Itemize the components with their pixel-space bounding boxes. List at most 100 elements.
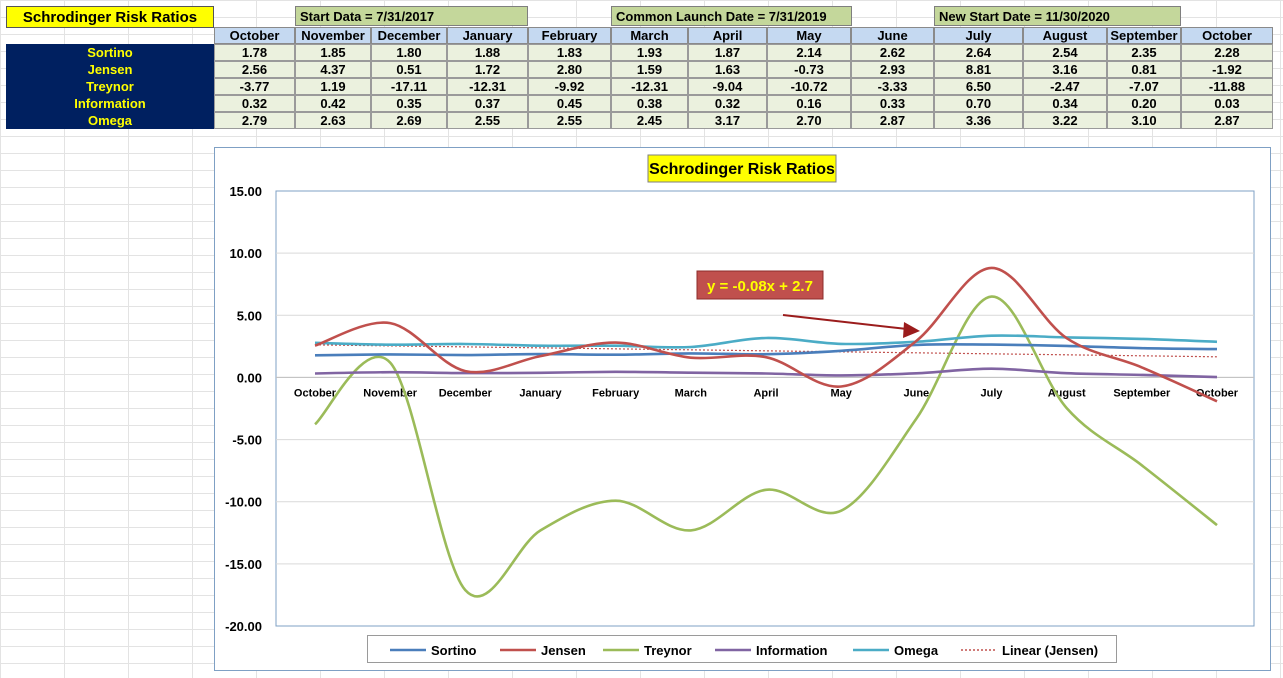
annotation-arrowhead	[903, 322, 920, 338]
month-header: August	[1023, 27, 1107, 44]
x-tick-label: September	[1113, 387, 1171, 399]
x-tick-label: May	[830, 387, 852, 399]
line-chart: 15.00 10.00 5.00 0.00 -5.00 -10.00 -15.00 -20.0…	[225, 154, 1255, 634]
table-cell: 4.37	[295, 61, 371, 78]
month-header: July	[934, 27, 1023, 44]
series-line-jensen	[314, 266, 1218, 403]
month-header: February	[528, 27, 611, 44]
table-cell: 2.79	[214, 112, 295, 129]
table-cell: 1.78	[214, 44, 295, 61]
chart-legend: Sortino Jensen Treynor Information Omega Line…	[367, 635, 1117, 663]
month-header: March	[611, 27, 688, 44]
series-line-sortino	[314, 342, 1218, 357]
y-tick-label: 0.00	[237, 370, 262, 385]
table-cell: 3.17	[688, 112, 767, 129]
table-cell: 0.35	[371, 95, 447, 112]
table-cell: 0.42	[295, 95, 371, 112]
table-cell: -10.72	[767, 78, 851, 95]
legend-label: Information	[756, 643, 828, 658]
table-cell: 1.59	[611, 61, 688, 78]
month-header: December	[371, 27, 447, 44]
table-cell: 2.93	[851, 61, 934, 78]
chart-title: Schrodinger Risk Ratios	[649, 161, 835, 178]
table-cell: 2.87	[1181, 112, 1273, 129]
table-cell: 2.64	[934, 44, 1023, 61]
table-cell: 0.70	[934, 95, 1023, 112]
row-label-information: Information	[6, 95, 214, 112]
table-cell: 3.36	[934, 112, 1023, 129]
table-cell: -12.31	[611, 78, 688, 95]
legend-label: Omega	[894, 643, 939, 658]
x-tick-label: December	[439, 387, 493, 399]
table-cell: 2.28	[1181, 44, 1273, 61]
table-cell: 2.70	[767, 112, 851, 129]
table-cell: 1.80	[371, 44, 447, 61]
table-cell: 3.10	[1107, 112, 1181, 129]
trendline-equation: y = -0.08x + 2.7	[707, 278, 813, 295]
chart-area[interactable]: 15.00 10.00 5.00 0.00 -5.00 -10.00 -15.00 -20.0…	[214, 147, 1271, 671]
y-tick-label: -10.00	[225, 495, 262, 510]
annotation-arrow-line	[782, 314, 908, 330]
month-header: October	[1181, 27, 1273, 44]
plot-area	[275, 190, 1255, 627]
legend-svg: Sortino Jensen Treynor Information Omega Line…	[390, 643, 1098, 658]
table-cell: 6.50	[934, 78, 1023, 95]
y-tick-label: 5.00	[237, 308, 262, 323]
table-cell: 0.81	[1107, 61, 1181, 78]
row-label-treynor: Treynor	[6, 78, 214, 95]
table-cell: 0.20	[1107, 95, 1181, 112]
row-label-omega: Omega	[6, 112, 214, 129]
sheet-title: Schrodinger Risk Ratios	[6, 6, 214, 28]
x-tick-label: April	[753, 387, 778, 399]
start-date-label: Start Data = 7/31/2017	[295, 6, 528, 26]
table-cell: -17.11	[371, 78, 447, 95]
month-header: October	[214, 27, 295, 44]
table-cell: 1.19	[295, 78, 371, 95]
table-cell: -0.73	[767, 61, 851, 78]
table-cell: 2.55	[447, 112, 528, 129]
chart-title-box	[647, 154, 837, 183]
table-cell: 0.38	[611, 95, 688, 112]
month-header: April	[688, 27, 767, 44]
table-cell: 1.93	[611, 44, 688, 61]
table-cell: 2.80	[528, 61, 611, 78]
table-cell: 1.72	[447, 61, 528, 78]
table-cell: 2.87	[851, 112, 934, 129]
table-cell: 3.16	[1023, 61, 1107, 78]
table-cell: 1.87	[688, 44, 767, 61]
x-tick-label: October	[294, 387, 337, 399]
y-tick-label: 10.00	[229, 246, 262, 261]
table-cell: 8.81	[934, 61, 1023, 78]
table-cell: 2.69	[371, 112, 447, 129]
table-cell: 2.45	[611, 112, 688, 129]
table-cell: 2.14	[767, 44, 851, 61]
row-label-sortino: Sortino	[6, 44, 214, 61]
table-cell: 1.83	[528, 44, 611, 61]
table-cell: 2.35	[1107, 44, 1181, 61]
table-cell: 0.32	[214, 95, 295, 112]
legend-label: Treynor	[644, 643, 692, 658]
table-cell: -3.77	[214, 78, 295, 95]
y-tick-label: -15.00	[225, 557, 262, 572]
table-cell: 2.55	[528, 112, 611, 129]
month-header: May	[767, 27, 851, 44]
table-cell: 2.63	[295, 112, 371, 129]
table-cell: 0.16	[767, 95, 851, 112]
legend-label: Jensen	[541, 643, 586, 658]
x-tick-label: November	[363, 387, 418, 399]
x-tick-label: February	[592, 387, 640, 399]
new-start-date-label: New Start Date = 11/30/2020	[934, 6, 1181, 26]
x-tick-label: June	[903, 387, 929, 399]
month-header: January	[447, 27, 528, 44]
y-tick-label: -20.00	[225, 619, 262, 634]
table-cell: -12.31	[447, 78, 528, 95]
legend-label: Linear (Jensen)	[1002, 643, 1098, 658]
table-cell: 3.22	[1023, 112, 1107, 129]
month-header: November	[295, 27, 371, 44]
table-cell: -1.92	[1181, 61, 1273, 78]
legend-label: Sortino	[431, 643, 477, 658]
x-tick-label: March	[675, 387, 708, 399]
table-cell: 0.03	[1181, 95, 1273, 112]
table-cell: 0.32	[688, 95, 767, 112]
series-line-treynor	[314, 295, 1218, 598]
